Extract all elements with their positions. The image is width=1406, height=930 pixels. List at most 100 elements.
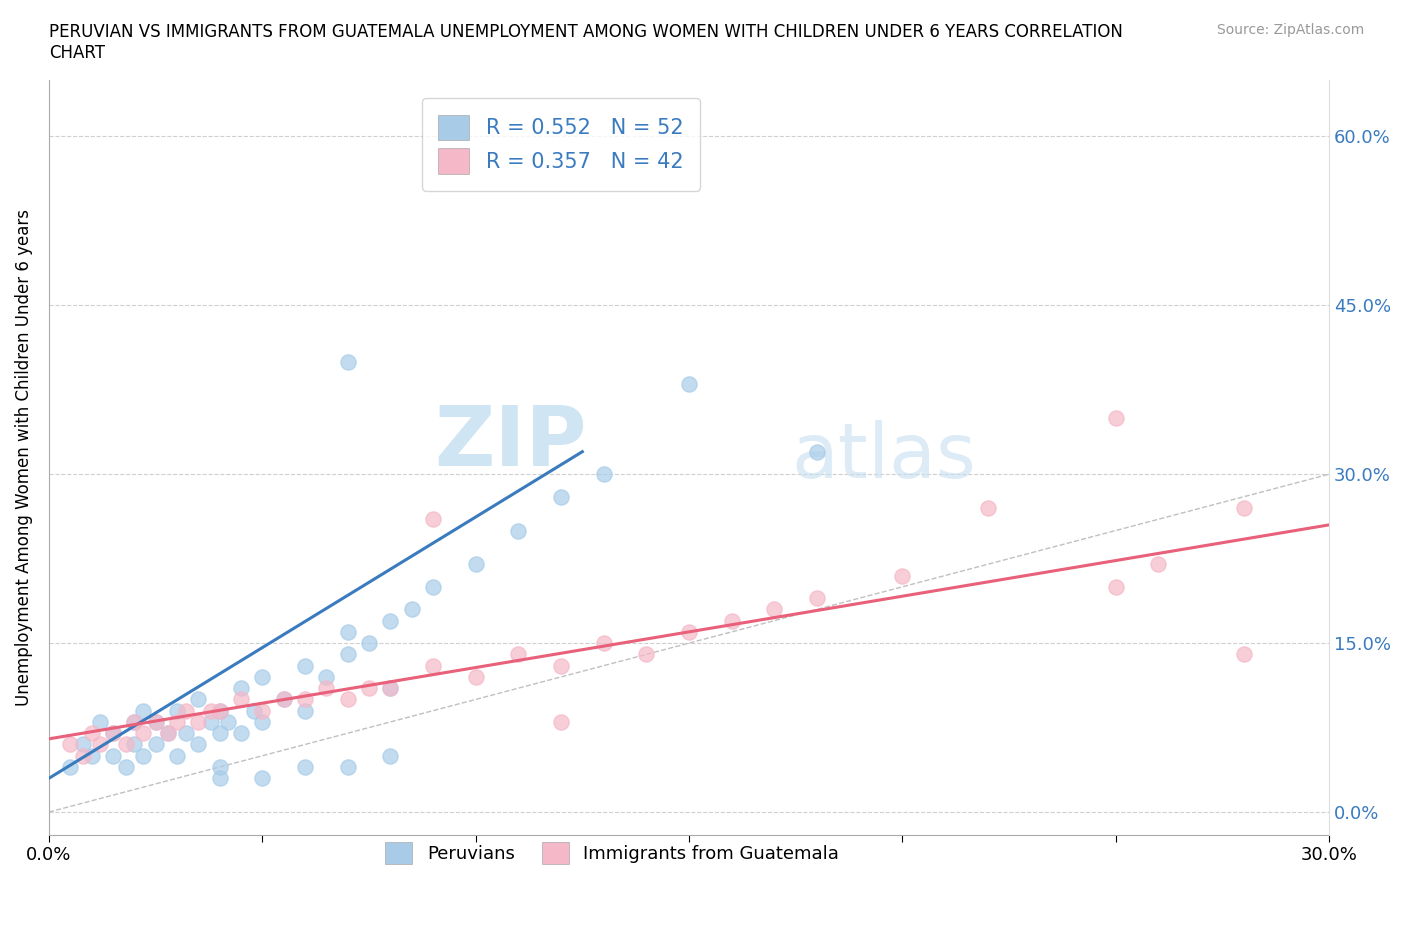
Point (315, 670, 337, 684)
Point (678, 624, 700, 639)
Text: PERUVIAN VS IMMIGRANTS FROM GUATEMALA UNEMPLOYMENT AMONG WOMEN WITH CHILDREN UND: PERUVIAN VS IMMIGRANTS FROM GUATEMALA UN… (49, 23, 1123, 41)
Text: Source: ZipAtlas.com: Source: ZipAtlas.com (1216, 23, 1364, 37)
Point (187, 737, 209, 752)
Point (252, 670, 274, 684)
Point (217, 714, 239, 729)
Point (132, 725, 155, 740)
Point (464, 670, 486, 684)
Point (273, 692, 295, 707)
Point (80, 725, 103, 740)
Point (200, 703, 222, 718)
Point (242, 703, 264, 718)
Point (315, 681, 337, 696)
Point (380, 681, 402, 696)
Point (229, 692, 252, 707)
Point (89, 737, 111, 752)
Point (464, 557, 486, 572)
Point (252, 714, 274, 729)
Text: ZIP: ZIP (434, 402, 586, 483)
Point (145, 737, 167, 752)
Point (357, 681, 380, 696)
Point (592, 467, 614, 482)
Point (336, 354, 359, 369)
Point (508, 523, 530, 538)
Point (187, 714, 209, 729)
Y-axis label: Unemployment Among Women with Children Under 6 years: Unemployment Among Women with Children U… (15, 209, 32, 706)
Point (294, 703, 316, 718)
Point (678, 377, 700, 392)
Point (208, 760, 231, 775)
Point (101, 749, 124, 764)
Point (166, 703, 188, 718)
Point (294, 692, 316, 707)
Point (174, 703, 197, 718)
Point (208, 703, 231, 718)
Point (200, 714, 222, 729)
Point (208, 771, 231, 786)
Point (1105, 579, 1128, 594)
Point (336, 692, 359, 707)
Text: atlas: atlas (792, 420, 976, 495)
Point (336, 624, 359, 639)
Point (132, 703, 155, 718)
Point (145, 714, 167, 729)
Point (208, 703, 231, 718)
Point (252, 771, 274, 786)
Point (89, 714, 111, 729)
Point (132, 749, 155, 764)
Point (1147, 557, 1170, 572)
Point (422, 658, 444, 673)
Point (72, 749, 94, 764)
Point (806, 445, 828, 459)
Point (59, 760, 82, 775)
Point (550, 658, 572, 673)
Point (1233, 647, 1256, 662)
Point (763, 602, 786, 617)
Point (550, 489, 572, 504)
Point (114, 737, 136, 752)
Point (157, 725, 180, 740)
Point (1233, 500, 1256, 515)
Point (166, 749, 188, 764)
Point (174, 725, 197, 740)
Point (336, 647, 359, 662)
Point (187, 692, 209, 707)
Point (550, 714, 572, 729)
Point (124, 714, 146, 729)
Point (229, 681, 252, 696)
Point (806, 591, 828, 605)
Point (166, 714, 188, 729)
Point (336, 760, 359, 775)
Point (229, 725, 252, 740)
Point (294, 658, 316, 673)
Legend: Peruvians, Immigrants from Guatemala: Peruvians, Immigrants from Guatemala (378, 834, 846, 870)
Point (1105, 410, 1128, 425)
Point (357, 636, 380, 651)
Point (380, 681, 402, 696)
Point (592, 636, 614, 651)
Point (380, 749, 402, 764)
Point (101, 725, 124, 740)
Point (80, 749, 103, 764)
Point (976, 500, 998, 515)
Point (294, 760, 316, 775)
Point (273, 692, 295, 707)
Point (508, 647, 530, 662)
Point (72, 737, 94, 752)
Point (145, 714, 167, 729)
Point (208, 725, 231, 740)
Point (380, 613, 402, 628)
Point (59, 737, 82, 752)
Point (422, 579, 444, 594)
Point (114, 760, 136, 775)
Point (401, 602, 423, 617)
Point (252, 703, 274, 718)
Point (157, 725, 180, 740)
Point (124, 714, 146, 729)
Point (720, 613, 742, 628)
Point (101, 725, 124, 740)
Text: CHART: CHART (49, 44, 105, 61)
Point (422, 512, 444, 526)
Point (891, 568, 914, 583)
Point (636, 647, 658, 662)
